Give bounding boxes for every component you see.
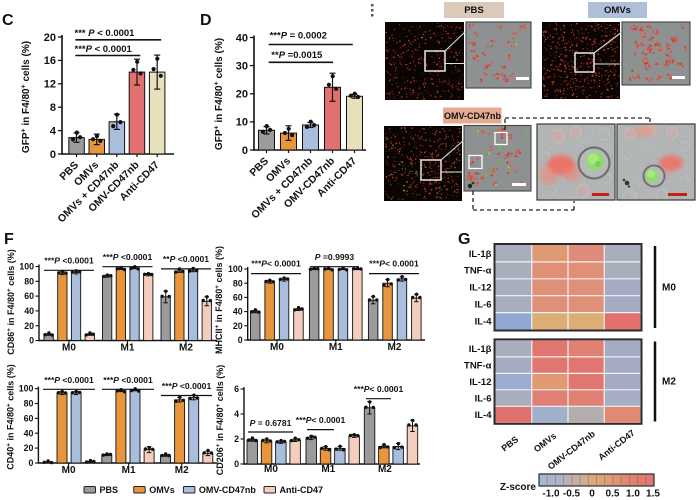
svg-text:***P <0.0001: ***P <0.0001 <box>44 256 94 266</box>
svg-text:IL-6: IL-6 <box>475 300 492 311</box>
svg-text:12: 12 <box>44 79 56 91</box>
svg-text:0: 0 <box>238 335 243 345</box>
svg-text:PBS: PBS <box>100 485 119 495</box>
svg-text:10: 10 <box>236 117 248 129</box>
svg-text:M2: M2 <box>175 465 189 476</box>
svg-text:IL-1β: IL-1β <box>469 344 492 355</box>
svg-text:1.5: 1.5 <box>646 489 660 500</box>
svg-text:100: 100 <box>19 262 34 272</box>
svg-text:IL-4: IL-4 <box>475 410 493 421</box>
svg-text:M0: M0 <box>62 343 76 354</box>
svg-text:IL-6: IL-6 <box>475 394 492 405</box>
svg-text:40: 40 <box>24 306 34 316</box>
svg-text:OMVs: OMVs <box>149 485 175 495</box>
svg-text:P =0.9993: P =0.9993 <box>315 252 355 262</box>
svg-text:M2: M2 <box>378 464 392 475</box>
svg-text:1.0: 1.0 <box>626 489 640 500</box>
svg-text:CD206+ in F4/80+ cells (%): CD206+ in F4/80+ cells (%) <box>215 365 225 475</box>
svg-text:C: C <box>2 12 14 29</box>
svg-text:16: 16 <box>44 55 56 67</box>
svg-text:60: 60 <box>233 293 243 303</box>
svg-text:0: 0 <box>242 145 248 157</box>
svg-text:M0: M0 <box>270 342 284 353</box>
svg-text:8: 8 <box>50 102 56 114</box>
svg-text:M1: M1 <box>329 342 343 353</box>
svg-text:**P <0.0001: **P <0.0001 <box>163 254 209 264</box>
svg-text:40: 40 <box>236 32 248 44</box>
svg-text:IL-4: IL-4 <box>475 316 493 327</box>
svg-text:D: D <box>200 12 212 29</box>
svg-text:60: 60 <box>24 291 34 301</box>
svg-text:2: 2 <box>234 434 239 444</box>
svg-text:***P <0.0001: ***P <0.0001 <box>44 375 94 385</box>
svg-text:***P< 0.0001: ***P< 0.0001 <box>251 259 301 269</box>
svg-text:100: 100 <box>19 384 34 394</box>
svg-text:***P <0.0001: ***P <0.0001 <box>162 381 212 391</box>
svg-text:0: 0 <box>28 458 33 468</box>
svg-text:-0.5: -0.5 <box>563 489 581 500</box>
svg-text:TNF-α: TNF-α <box>464 361 492 372</box>
svg-text:4: 4 <box>50 125 57 137</box>
svg-text:CD86+ in F4/80+ cells (%): CD86+ in F4/80+ cells (%) <box>6 249 16 354</box>
svg-text:G: G <box>458 231 470 248</box>
svg-text:OMV-CD47nb: OMV-CD47nb <box>199 485 257 495</box>
svg-text:GFP+ in F4/80+ cells (%): GFP+ in F4/80+ cells (%) <box>214 38 225 150</box>
svg-text:PBS: PBS <box>464 5 484 16</box>
svg-text:40: 40 <box>233 307 243 317</box>
svg-text:80: 80 <box>24 276 34 286</box>
svg-text:20: 20 <box>24 443 34 453</box>
svg-text:4: 4 <box>234 409 239 419</box>
svg-text:0: 0 <box>234 459 239 469</box>
svg-text:*** P < 0.0001: *** P < 0.0001 <box>75 28 136 39</box>
svg-text:60: 60 <box>24 413 34 423</box>
svg-text:**P =0.0015: **P =0.0015 <box>271 50 323 61</box>
svg-text:M0: M0 <box>62 465 76 476</box>
svg-text:IL-12: IL-12 <box>469 283 491 294</box>
svg-text:80: 80 <box>24 399 34 409</box>
svg-text:100: 100 <box>228 264 243 274</box>
svg-text:30: 30 <box>236 61 248 73</box>
svg-text:M2: M2 <box>662 377 676 388</box>
svg-text:OMV-CD47nb: OMV-CD47nb <box>444 111 502 121</box>
svg-text:***P <0.0001: ***P <0.0001 <box>103 375 153 385</box>
svg-text:80: 80 <box>233 278 243 288</box>
svg-text:***P = 0.0002: ***P = 0.0002 <box>270 31 327 42</box>
svg-text:***P <0.0001: ***P <0.0001 <box>103 252 153 262</box>
svg-text:0.5: 0.5 <box>606 489 620 500</box>
svg-text:IL-12: IL-12 <box>469 377 491 388</box>
svg-text:M2: M2 <box>179 343 193 354</box>
svg-text:-1.0: -1.0 <box>542 489 560 500</box>
svg-text:***P< 0.0001: ***P< 0.0001 <box>354 384 404 394</box>
svg-text:20: 20 <box>233 321 243 331</box>
svg-text:P = 0.6781: P = 0.6781 <box>250 418 292 428</box>
svg-text:CD40+ in F4/80+ cells (%): CD40+ in F4/80+ cells (%) <box>6 364 16 469</box>
svg-text:M2: M2 <box>388 342 402 353</box>
svg-text:20: 20 <box>44 32 56 44</box>
svg-text:IL-1β: IL-1β <box>469 249 492 260</box>
svg-text:MHCII+ in F4/80+ cells (%): MHCII+ in F4/80+ cells (%) <box>214 246 224 354</box>
svg-text:0: 0 <box>29 336 34 346</box>
svg-text:M1: M1 <box>122 465 136 476</box>
svg-text:M1: M1 <box>121 343 135 354</box>
svg-text:***P < 0.0001: ***P < 0.0001 <box>75 44 133 55</box>
svg-text:Anti-CD47: Anti-CD47 <box>280 485 324 495</box>
svg-text:Z-score: Z-score <box>500 482 537 493</box>
svg-text:F: F <box>4 231 14 248</box>
svg-text:20: 20 <box>24 321 34 331</box>
svg-text:0: 0 <box>589 489 595 500</box>
svg-text:GFP+ in F4/80+ cells (%): GFP+ in F4/80+ cells (%) <box>21 41 32 153</box>
svg-text:0: 0 <box>50 149 56 161</box>
svg-text:***P< 0.0001: ***P< 0.0001 <box>296 415 346 425</box>
svg-text:20: 20 <box>236 89 248 101</box>
svg-text:TNF-α: TNF-α <box>464 266 492 277</box>
svg-text:M0: M0 <box>662 283 676 294</box>
svg-text:6: 6 <box>234 384 239 394</box>
svg-text:M1: M1 <box>321 464 335 475</box>
svg-text:40: 40 <box>24 428 34 438</box>
svg-text:M0: M0 <box>264 464 278 475</box>
svg-text:OMVs: OMVs <box>604 5 631 16</box>
svg-text:***P< 0.0001: ***P< 0.0001 <box>369 259 419 269</box>
